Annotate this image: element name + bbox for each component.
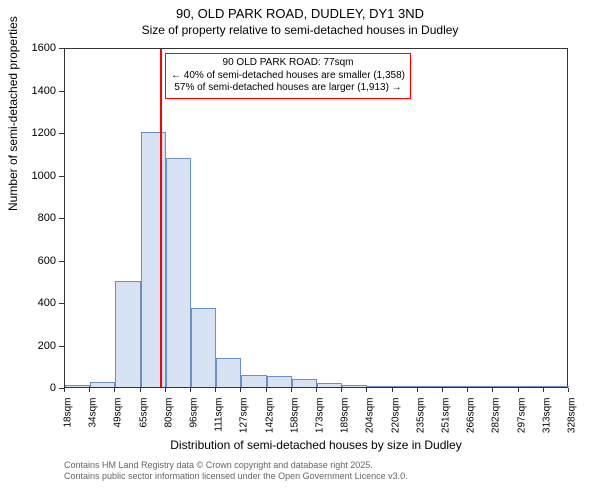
x-tick-mark: [518, 388, 519, 392]
attribution-block: Contains HM Land Registry data © Crown c…: [64, 460, 584, 483]
callout-line-3: 57% of semi-detached houses are larger (…: [171, 82, 405, 95]
histogram-bar: [342, 385, 367, 387]
title-line-1: 90, OLD PARK ROAD, DUDLEY, DY1 3ND: [0, 6, 600, 23]
x-tick-label: 142sqm: [264, 398, 275, 434]
histogram-bar: [443, 386, 468, 387]
x-tick-mark: [240, 388, 241, 392]
x-tick-label: 18sqm: [63, 398, 74, 428]
histogram-bar: [317, 383, 342, 387]
histogram-bar: [367, 386, 392, 387]
histogram-bar: [115, 281, 140, 387]
x-tick-label: 251sqm: [441, 398, 452, 434]
y-tick-label: 600: [0, 255, 60, 267]
x-tick-mark: [114, 388, 115, 392]
x-tick-label: 96sqm: [189, 398, 200, 428]
histogram-bar: [241, 375, 266, 387]
x-tick-label: 313sqm: [541, 398, 552, 434]
attribution-line-1: Contains HM Land Registry data © Crown c…: [64, 460, 584, 471]
y-tick-label: 1600: [0, 42, 60, 54]
callout-box: 90 OLD PARK ROAD: 77sqm ← 40% of semi-de…: [165, 53, 411, 99]
histogram-bar: [544, 386, 569, 387]
histogram-bar: [292, 379, 317, 388]
callout-line-2: ← 40% of semi-detached houses are smalle…: [171, 70, 405, 83]
callout-line-1: 90 OLD PARK ROAD: 77sqm: [171, 57, 405, 70]
x-tick-label: 34sqm: [88, 398, 99, 428]
title-line-2: Size of property relative to semi-detach…: [0, 23, 600, 39]
x-tick-mark: [492, 388, 493, 392]
title-block: 90, OLD PARK ROAD, DUDLEY, DY1 3ND Size …: [0, 0, 600, 38]
x-axis-label: Distribution of semi-detached houses by …: [64, 438, 568, 452]
x-tick-mark: [417, 388, 418, 392]
histogram-bar: [90, 382, 115, 387]
x-tick-mark: [366, 388, 367, 392]
y-tick-label: 0: [0, 382, 60, 394]
x-tick-label: 158sqm: [289, 398, 300, 434]
x-tick-label: 235sqm: [415, 398, 426, 434]
x-tick-mark: [140, 388, 141, 392]
x-tick-label: 328sqm: [567, 398, 578, 434]
x-tick-label: 49sqm: [113, 398, 124, 428]
x-tick-mark: [543, 388, 544, 392]
histogram-bar: [166, 158, 191, 388]
x-tick-mark: [316, 388, 317, 392]
histogram-bar: [468, 386, 493, 387]
x-tick-mark: [89, 388, 90, 392]
histogram-bar: [65, 385, 90, 387]
x-tick-label: 189sqm: [340, 398, 351, 434]
y-tick-label: 1400: [0, 85, 60, 97]
histogram-bar: [267, 376, 292, 387]
histogram-bar: [418, 386, 443, 387]
x-tick-label: 220sqm: [390, 398, 401, 434]
histogram-bar: [216, 358, 241, 387]
chart-container: 90, OLD PARK ROAD, DUDLEY, DY1 3ND Size …: [0, 0, 600, 500]
histogram-bar: [519, 386, 544, 387]
x-tick-mark: [190, 388, 191, 392]
x-tick-label: 282sqm: [491, 398, 502, 434]
x-tick-label: 297sqm: [516, 398, 527, 434]
y-tick-label: 1000: [0, 170, 60, 182]
x-tick-mark: [392, 388, 393, 392]
x-tick-mark: [266, 388, 267, 392]
attribution-line-2: Contains public sector information licen…: [64, 471, 584, 482]
x-tick-mark: [568, 388, 569, 392]
x-tick-mark: [467, 388, 468, 392]
x-tick-label: 65sqm: [138, 398, 149, 428]
y-tick-label: 400: [0, 297, 60, 309]
histogram-bar: [141, 132, 166, 387]
property-marker-line: [160, 49, 162, 387]
x-tick-label: 80sqm: [163, 398, 174, 428]
x-tick-label: 127sqm: [239, 398, 250, 434]
plot-area: 90 OLD PARK ROAD: 77sqm ← 40% of semi-de…: [64, 48, 568, 388]
histogram-bar: [393, 386, 418, 387]
x-tick-label: 204sqm: [365, 398, 376, 434]
y-tick-label: 800: [0, 212, 60, 224]
histogram-bar: [191, 308, 216, 387]
y-tick-label: 1200: [0, 127, 60, 139]
x-tick-mark: [442, 388, 443, 392]
x-tick-mark: [215, 388, 216, 392]
y-tick-label: 200: [0, 340, 60, 352]
x-tick-mark: [165, 388, 166, 392]
x-tick-mark: [341, 388, 342, 392]
x-tick-label: 266sqm: [466, 398, 477, 434]
x-tick-mark: [291, 388, 292, 392]
x-tick-mark: [64, 388, 65, 392]
x-tick-label: 111sqm: [214, 398, 225, 432]
histogram-bar: [493, 386, 518, 387]
x-tick-label: 173sqm: [315, 398, 326, 434]
